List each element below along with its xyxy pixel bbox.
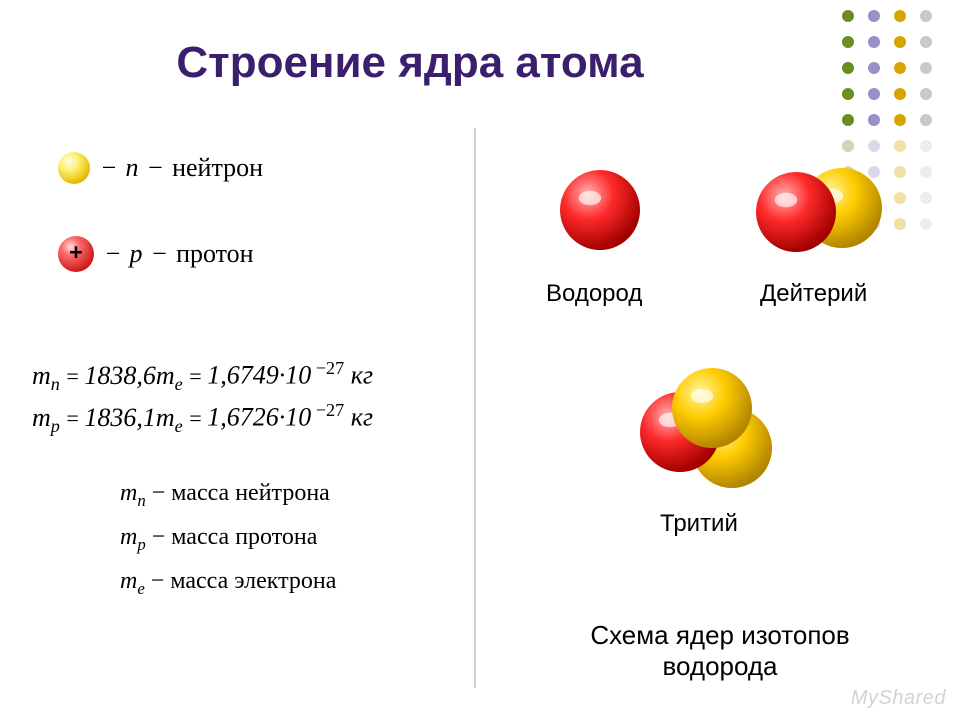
slide: Строение ядра атома − n − нейтрон + − p … — [0, 0, 960, 720]
caption-line2: водорода — [662, 651, 777, 681]
isotope-diagram — [0, 0, 960, 720]
caption-line1: Схема ядер изотопов — [590, 620, 849, 650]
label-tritium: Тритий — [660, 510, 738, 538]
label-hydrogen: Водород — [546, 280, 642, 308]
watermark: MyShared — [851, 687, 946, 710]
isotope-caption: Схема ядер изотопов водорода — [530, 620, 910, 682]
label-deuterium: Дейтерий — [760, 280, 867, 308]
